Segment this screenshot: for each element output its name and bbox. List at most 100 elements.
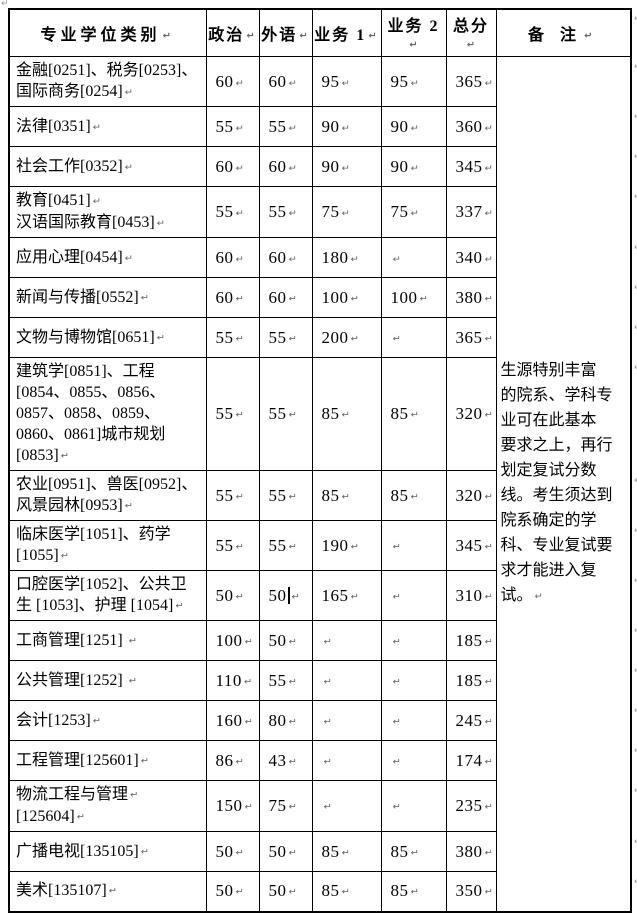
score-cell[interactable]: 60 ↵ — [258, 146, 313, 187]
header-category-cell[interactable]: 专业学位类别 ↵ — [8, 8, 207, 57]
score-cell[interactable]: 60 ↵ — [205, 146, 260, 187]
score-cell[interactable]: 55 ↵ — [258, 106, 313, 147]
score-cell[interactable]: 55 ↵ — [205, 470, 260, 521]
score-cell[interactable]: 85 ↵ — [380, 470, 447, 521]
score-cell[interactable]: 90 ↵ — [380, 146, 447, 187]
category-cell[interactable]: 新闻与传播[0552] ↵ — [8, 277, 207, 318]
score-cell[interactable]: ↵ — [380, 520, 447, 571]
score-cell[interactable]: 320 ↵ — [445, 470, 497, 521]
score-cell[interactable]: 95 ↵ — [311, 56, 382, 107]
score-cell[interactable]: 50 ↵ — [205, 570, 260, 621]
score-cell[interactable]: 86 ↵ — [205, 740, 260, 781]
score-cell[interactable]: 100 ↵ — [380, 277, 447, 318]
score-cell[interactable]: 100 ↵ — [311, 277, 382, 318]
remark-cell[interactable]: 生源特别丰富 的院系、学科专 业可在此基本 要求之上，再行 划定复试分数 线。考生须达到院… — [495, 56, 632, 912]
score-cell[interactable]: 337 ↵ — [445, 186, 497, 238]
header-subject2-cell[interactable]: 业务 2 ↵ — [380, 8, 447, 57]
category-cell[interactable]: 临床医学[1051]、药学[1055] ↵ — [8, 520, 207, 571]
score-cell[interactable]: 55 ↵ — [205, 357, 260, 471]
score-cell[interactable]: 55 ↵ — [258, 317, 313, 358]
score-cell[interactable]: 43 ↵ — [258, 740, 313, 781]
score-cell[interactable]: 85 ↵ — [311, 470, 382, 521]
category-cell[interactable]: 工程管理[125601] ↵ — [8, 740, 207, 781]
category-cell[interactable]: 文物与博物馆[0651] ↵ — [8, 317, 207, 358]
score-cell[interactable]: 85 ↵ — [311, 831, 382, 872]
score-cell[interactable]: 380 ↵ — [445, 277, 497, 318]
score-cell[interactable]: 150 ↵ — [205, 780, 260, 832]
score-cell[interactable]: 55 ↵ — [258, 520, 313, 571]
score-cell[interactable]: 60 ↵ — [258, 277, 313, 318]
score-cell[interactable]: ↵ — [311, 660, 382, 701]
category-cell[interactable]: 物流工程与管理 ↵ [125604] ↵ — [8, 780, 207, 832]
score-cell[interactable]: 180 ↵ — [311, 237, 382, 278]
score-cell[interactable]: 75 ↵ — [311, 186, 382, 238]
score-cell[interactable]: 85 ↵ — [311, 871, 382, 912]
category-cell[interactable]: 农业[0951]、兽医[0952]、风景园林[0953] ↵ — [8, 470, 207, 521]
score-cell[interactable]: 55 ↵ — [258, 186, 313, 238]
score-cell[interactable]: 75 ↵ — [258, 780, 313, 832]
score-cell[interactable]: 80 ↵ — [258, 700, 313, 741]
score-cell[interactable]: 90 ↵ — [311, 106, 382, 147]
category-cell[interactable]: 广播电视[135105] ↵ — [8, 831, 207, 872]
category-cell[interactable]: 美术[135107] ↵ — [8, 871, 207, 912]
score-cell[interactable]: 60 ↵ — [258, 56, 313, 107]
category-cell[interactable]: 教育[0451] ↵ 汉语国际教育[0453] ↵ — [8, 186, 207, 238]
score-cell[interactable]: 50 ↵ — [205, 831, 260, 872]
score-cell[interactable]: 85 ↵ — [311, 357, 382, 471]
score-cell[interactable]: 100 ↵ — [205, 620, 260, 661]
score-cell[interactable]: 340 ↵ — [445, 237, 497, 278]
score-cell[interactable]: 160 ↵ — [205, 700, 260, 741]
category-cell[interactable]: 法律[0351] ↵ — [8, 106, 207, 147]
score-cell[interactable]: ↵ — [311, 700, 382, 741]
category-cell[interactable]: 会计[1253] ↵ — [8, 700, 207, 741]
score-cell[interactable]: 95 ↵ — [380, 56, 447, 107]
category-cell[interactable]: 社会工作[0352] ↵ — [8, 146, 207, 187]
score-cell[interactable]: 60 ↵ — [205, 56, 260, 107]
score-cell[interactable]: 90 ↵ — [380, 106, 447, 147]
score-cell[interactable]: 200 ↵ — [311, 317, 382, 358]
score-cell[interactable]: 165 ↵ — [311, 570, 382, 621]
header-remark-cell[interactable]: 备 注 ↵ — [495, 8, 632, 57]
score-cell[interactable]: ↵ — [380, 700, 447, 741]
score-cell[interactable]: ↵ — [380, 317, 447, 358]
score-cell[interactable]: 55 ↵ — [258, 660, 313, 701]
category-cell[interactable]: 建筑学[0851]、工程[0854、0855、0856、0857、0858、08… — [8, 357, 207, 471]
score-cell[interactable]: 185 ↵ — [445, 620, 497, 661]
score-cell[interactable]: 50 ↵ — [258, 570, 313, 621]
score-cell[interactable]: 55 ↵ — [205, 317, 260, 358]
header-subject1-cell[interactable]: 业务 1 ↵ — [311, 8, 382, 57]
score-cell[interactable]: ↵ — [380, 780, 447, 832]
score-cell[interactable]: 245 ↵ — [445, 700, 497, 741]
score-cell[interactable]: 345 ↵ — [445, 520, 497, 571]
score-cell[interactable]: 350 ↵ — [445, 871, 497, 912]
score-cell[interactable]: ↵ — [311, 740, 382, 781]
score-cell[interactable]: 55 ↵ — [205, 186, 260, 238]
score-cell[interactable]: ↵ — [311, 780, 382, 832]
score-cell[interactable]: 85 ↵ — [380, 357, 447, 471]
score-cell[interactable]: ↵ — [380, 237, 447, 278]
category-cell[interactable]: 公共管理[1252] ↵ — [8, 660, 207, 701]
score-cell[interactable]: 50 ↵ — [205, 871, 260, 912]
score-cell[interactable]: 110 ↵ — [205, 660, 260, 701]
score-cell[interactable]: 50 ↵ — [258, 871, 313, 912]
score-cell[interactable]: 55 ↵ — [205, 520, 260, 571]
score-cell[interactable]: 60 ↵ — [258, 237, 313, 278]
score-cell[interactable]: 55 ↵ — [258, 357, 313, 471]
score-cell[interactable]: 185 ↵ — [445, 660, 497, 701]
score-cell[interactable]: 345 ↵ — [445, 146, 497, 187]
score-cell[interactable]: 50 ↵ — [258, 620, 313, 661]
score-cell[interactable]: 174 ↵ — [445, 740, 497, 781]
score-cell[interactable]: ↵ — [380, 620, 447, 661]
score-cell[interactable]: 85 ↵ — [380, 831, 447, 872]
score-cell[interactable]: 365 ↵ — [445, 317, 497, 358]
score-cell[interactable]: 360 ↵ — [445, 106, 497, 147]
score-cell[interactable]: 235 ↵ — [445, 780, 497, 832]
header-politics-cell[interactable]: 政治 ↵ — [205, 8, 260, 57]
score-cell[interactable]: 75 ↵ — [380, 186, 447, 238]
category-cell[interactable]: 金融[0251]、税务[0253]、国际商务[0254] ↵ — [8, 56, 207, 107]
score-cell[interactable]: 190 ↵ — [311, 520, 382, 571]
score-cell[interactable]: 380 ↵ — [445, 831, 497, 872]
score-cell[interactable]: ↵ — [380, 660, 447, 701]
score-cell[interactable]: 60 ↵ — [205, 237, 260, 278]
score-cell[interactable]: 55 ↵ — [258, 470, 313, 521]
